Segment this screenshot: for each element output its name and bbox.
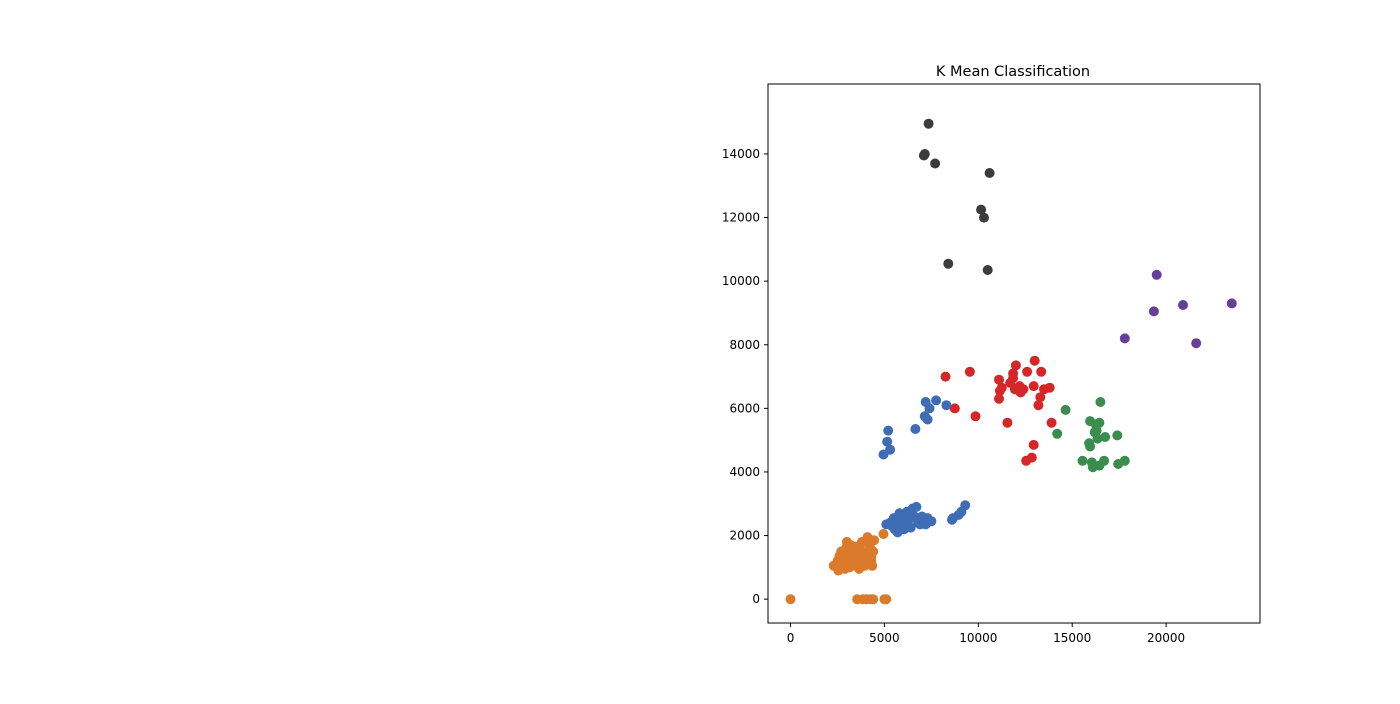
scatter-point (947, 514, 957, 525)
scatter-point (1013, 382, 1024, 393)
scatter-point (889, 524, 900, 535)
scatter-point (883, 425, 894, 436)
y-tick-label: 10000 (722, 274, 760, 288)
scatter-point (1022, 366, 1033, 377)
scatter-point (841, 536, 852, 547)
scatter-point (1036, 366, 1047, 377)
x-tick-label: 10000 (959, 631, 997, 645)
scatter-point (909, 511, 920, 522)
scatter-point (1119, 333, 1130, 344)
scatter-point (902, 521, 912, 531)
scatter-point (866, 556, 877, 566)
scatter-point (850, 541, 861, 552)
scatter-point (1091, 425, 1102, 436)
scatter-point (839, 548, 850, 558)
scatter-point (917, 511, 927, 522)
scatter-point (943, 258, 954, 269)
scatter-point (869, 535, 880, 546)
scatter-point (1033, 400, 1044, 411)
scatter-point (949, 403, 960, 414)
scatter-point (924, 403, 935, 414)
y-tick-label: 6000 (729, 401, 760, 415)
scatter-point (894, 516, 905, 527)
scatter-point (922, 414, 933, 425)
scatter-point (1113, 459, 1124, 469)
chart-title: K Mean Classification (936, 64, 1090, 80)
y-tick-label: 8000 (729, 338, 760, 352)
scatter-point (882, 436, 893, 447)
scatter-point (1178, 300, 1188, 310)
scatter-point (1029, 355, 1040, 366)
scatter-point (1035, 392, 1046, 403)
scatter-point (915, 519, 926, 530)
scatter-point (984, 168, 995, 178)
scatter-point (1028, 439, 1039, 450)
scatter-point (868, 594, 879, 605)
scatter-point (1191, 338, 1202, 349)
scatter-point (785, 594, 796, 605)
scatter-point (931, 395, 942, 406)
scatter-point (1010, 360, 1021, 371)
scatter-point (982, 265, 993, 275)
x-tick-label: 5000 (869, 631, 900, 645)
y-tick-label: 2000 (729, 529, 760, 543)
x-tick-label: 15000 (1053, 631, 1091, 645)
scatter-points (785, 118, 1237, 605)
scatter-point (1151, 269, 1162, 280)
scatter-point (865, 543, 876, 554)
scatter-point (964, 366, 975, 377)
scatter-point (941, 400, 952, 411)
scatter-point (910, 424, 921, 434)
scatter-point (1092, 433, 1103, 444)
scatter-point (1095, 397, 1106, 407)
scatter-point (1226, 298, 1237, 309)
scatter-point (994, 374, 1004, 385)
scatter-point (1148, 306, 1159, 317)
scatter-point (1100, 432, 1111, 442)
scatter-point (1005, 377, 1016, 388)
y-tick-label: 0 (752, 592, 760, 606)
scatter-point (881, 594, 892, 605)
y-tick-label: 12000 (722, 211, 760, 225)
scatter-point (930, 158, 941, 169)
scatter-point (970, 411, 981, 422)
scatter-point (1028, 381, 1039, 392)
scatter-point (940, 371, 951, 382)
scatter-point (1060, 404, 1071, 415)
y-tick-label: 14000 (722, 147, 760, 161)
scatter-point (1112, 430, 1123, 441)
scatter-point (1046, 417, 1057, 428)
scatter-point (976, 204, 987, 215)
scatter-point (994, 385, 1005, 396)
scatter-point (994, 393, 1004, 404)
scatter-point (923, 118, 934, 129)
scatter-point (846, 552, 857, 563)
scatter-point (918, 150, 929, 161)
scatter-point (878, 529, 889, 539)
scatter-point (857, 559, 868, 570)
scatter-point (1085, 441, 1096, 452)
plot-frame (767, 83, 1261, 624)
axes: 0 5000 10000 15000 20000 0 2000 4000 6000 8000 100… (722, 83, 1261, 645)
scatter-point (1021, 455, 1032, 466)
scatter-point (1002, 417, 1013, 428)
y-tick-label: 4000 (729, 465, 760, 479)
scatter-point (833, 565, 844, 576)
x-tick-label: 0 (787, 631, 795, 645)
scatter-point (1052, 428, 1063, 439)
x-tick-label: 20000 (1147, 631, 1185, 645)
scatter-point (1077, 455, 1088, 466)
scatter-point (878, 449, 889, 460)
scatter-point (1087, 462, 1098, 473)
scatter-point (979, 212, 989, 223)
scatter-point (911, 501, 922, 512)
scatter-point (1039, 384, 1049, 395)
